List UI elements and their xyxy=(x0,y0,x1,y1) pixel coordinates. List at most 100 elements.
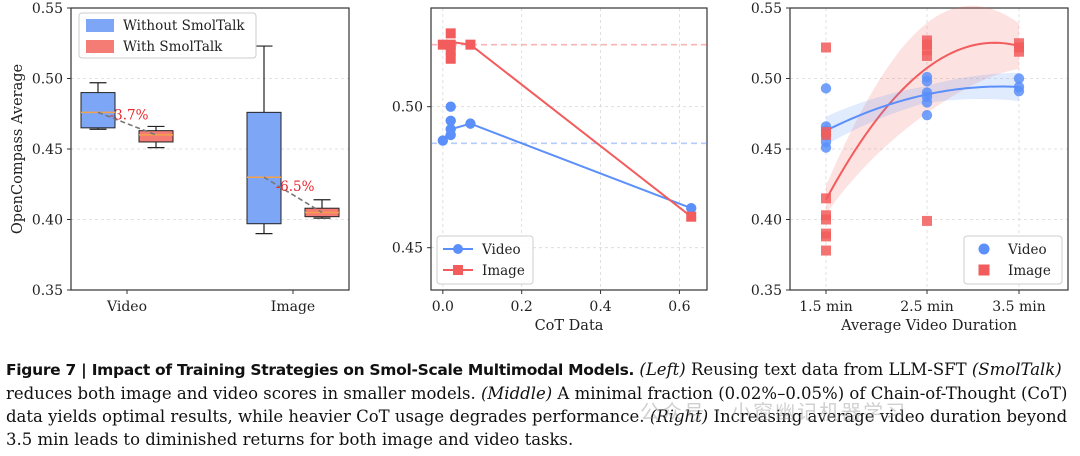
image-point xyxy=(821,42,831,53)
image-point xyxy=(922,39,932,50)
caption-italic: (SmolTalk) xyxy=(971,360,1062,379)
panel-middle: 0.0 0.2 0.4 0.6 0.45 0.50 CoT Data Video Image xyxy=(392,7,708,334)
legend-label: Video xyxy=(1007,242,1047,258)
image-point xyxy=(821,231,831,242)
image-point xyxy=(686,211,697,222)
y-tick-label: 0.50 xyxy=(751,72,782,88)
video-point xyxy=(1013,73,1025,84)
caption-text: Reusing text data from LLM-SFT xyxy=(685,360,972,379)
video-point xyxy=(921,109,933,121)
video-point xyxy=(445,101,456,112)
y-tick-label: 0.40 xyxy=(751,213,782,229)
image-point xyxy=(821,214,831,225)
x-tick-label: 2.5 min xyxy=(900,299,953,315)
figure-panels: 0.35 0.40 0.45 0.50 0.55 Video Image OpenCompas… xyxy=(10,1,1069,334)
image-point xyxy=(445,28,456,39)
change-annotation: -3.7% xyxy=(110,108,149,124)
caption-text: A minimal fraction (0.02%–0.05%) of Chai… xyxy=(6,384,1068,426)
axes-frame xyxy=(789,7,1069,291)
image-point xyxy=(821,193,831,204)
video-point xyxy=(1013,85,1025,97)
figure-caption: Figure 7 | Impact of Training Strategies… xyxy=(6,358,1074,451)
video-point xyxy=(686,203,697,214)
caption-text: Increasing average video duration beyond… xyxy=(6,407,1068,449)
x-tick-label: 0.6 xyxy=(668,299,690,315)
panel-left: 0.35 0.40 0.45 0.50 0.55 Video Image OpenCompas… xyxy=(10,1,350,315)
y-tick-label: 0.35 xyxy=(32,283,63,299)
y-tick-label: 0.50 xyxy=(392,100,423,116)
image-confidence-fit-line xyxy=(825,41,1020,201)
caption-italic: (Right) xyxy=(649,407,709,426)
x-tick-label: Image xyxy=(271,299,315,315)
video-point xyxy=(921,76,933,87)
image-confidence-band xyxy=(826,5,1019,214)
x-axis-label: CoT Data xyxy=(535,318,604,334)
video-point xyxy=(820,83,832,94)
legend-box xyxy=(78,12,257,59)
legend-marker-video xyxy=(978,243,990,255)
video-point xyxy=(465,118,476,129)
legend-marker-image xyxy=(978,264,990,276)
video-point xyxy=(445,115,456,127)
legend-label: With SmolTalk xyxy=(123,39,223,55)
axes-frame xyxy=(430,7,708,291)
y-tick-label: 0.45 xyxy=(32,142,63,158)
x-tick-label: 1.5 min xyxy=(799,299,852,315)
image-point xyxy=(922,215,932,226)
video-series-line xyxy=(442,122,692,210)
y-tick-label: 0.55 xyxy=(751,1,782,17)
y-tick-label: 0.45 xyxy=(751,142,782,158)
image-point xyxy=(437,39,448,50)
axes-frame xyxy=(70,7,350,291)
image-series-line xyxy=(442,40,692,218)
video-point xyxy=(445,129,456,141)
change-connector xyxy=(263,176,323,214)
watermark: 公众号 · 小窗幽记机器学习 xyxy=(640,400,908,424)
y-tick-label: 0.40 xyxy=(32,213,63,229)
video-confidence-band xyxy=(826,72,1019,145)
y-tick-label: 0.45 xyxy=(392,241,423,257)
y-tick-label: 0.35 xyxy=(751,283,782,299)
image-point xyxy=(922,45,932,56)
image-point xyxy=(445,45,456,56)
video-point xyxy=(820,142,832,153)
x-tick-label: 0.2 xyxy=(511,299,533,315)
figure-title: Impact of Training Strategies on Smol-Sc… xyxy=(91,361,635,379)
image-point xyxy=(465,39,476,50)
legend-label: Image xyxy=(1008,263,1051,279)
image-point xyxy=(922,50,932,61)
caption-body: (Left) Reusing text data from LLM-SFT (S… xyxy=(6,360,1067,449)
legend-label: Without SmolTalk xyxy=(123,18,245,34)
image-point xyxy=(445,53,456,64)
y-tick-label: 0.50 xyxy=(32,72,63,88)
legend-marker-image xyxy=(453,265,463,275)
box-video-without xyxy=(80,92,116,129)
y-tick-label: 0.55 xyxy=(32,1,63,17)
legend-label: Video xyxy=(481,242,521,258)
legend-swatch-with xyxy=(86,40,114,53)
image-point xyxy=(1014,46,1024,57)
x-tick-label: 3.5 min xyxy=(992,299,1045,315)
x-tick-label: 0.4 xyxy=(589,299,611,315)
image-point xyxy=(821,129,831,140)
legend-marker-video xyxy=(453,244,463,254)
caption-text: reduces both image and video scores in s… xyxy=(6,384,481,403)
legend-swatch-without xyxy=(86,19,114,32)
change-annotation: -6.5% xyxy=(276,179,315,195)
video-point xyxy=(437,135,449,146)
x-tick-label: 0.0 xyxy=(432,299,454,315)
x-axis-label: Average Video Duration xyxy=(840,318,1017,334)
figure-number: Figure 7 | xyxy=(6,361,87,379)
box-image-without xyxy=(246,111,282,225)
box-video-with xyxy=(138,130,174,143)
image-point xyxy=(445,39,456,50)
change-connector xyxy=(97,111,157,136)
y-axis-label: OpenCompass Average xyxy=(10,64,26,234)
video-point xyxy=(921,97,933,108)
panel-right: 0.35 0.40 0.45 0.50 0.55 1.5 min 2.5 min 3.5 mi… xyxy=(751,1,1069,334)
caption-italic: (Left) xyxy=(639,360,686,379)
legend-label: Image xyxy=(482,263,525,279)
image-point xyxy=(821,245,831,256)
x-tick-label: Video xyxy=(106,299,147,315)
caption-italic: (Middle) xyxy=(480,384,553,403)
